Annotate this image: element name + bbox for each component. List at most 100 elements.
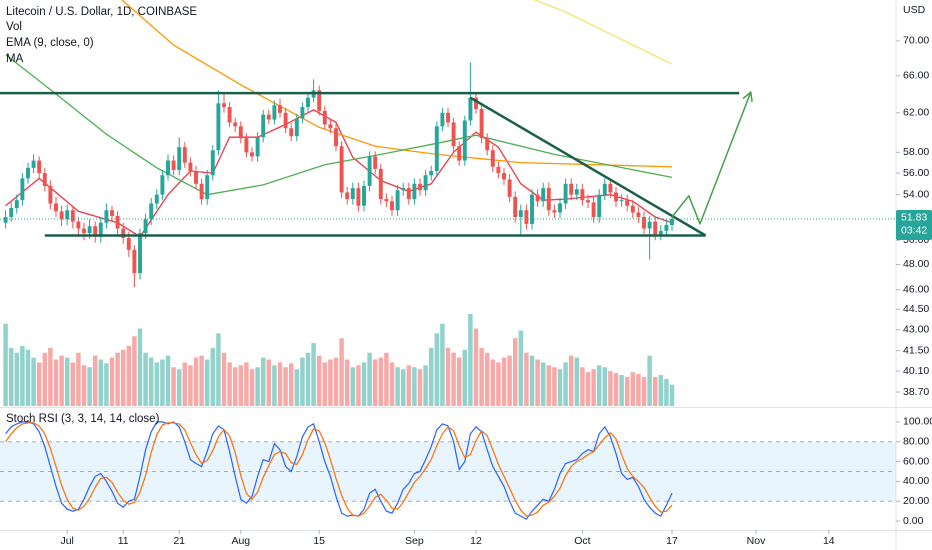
- y-tick-label: 43.00: [903, 323, 929, 335]
- volume-bar: [244, 362, 249, 406]
- candle-body: [238, 126, 243, 139]
- volume-bar: [613, 373, 619, 406]
- stoch-line: [5, 421, 673, 520]
- candle-body: [518, 210, 523, 218]
- candle-body: [272, 105, 277, 120]
- y-tick-label: 0.00: [903, 515, 924, 527]
- candle-body: [630, 205, 635, 213]
- candle-body: [14, 200, 19, 208]
- volume-bar: [20, 345, 25, 406]
- volume-bar: [641, 376, 647, 406]
- candle-body: [70, 210, 75, 222]
- candle-body: [171, 160, 176, 170]
- volume-bar: [300, 357, 305, 406]
- candle-body: [474, 97, 478, 109]
- volume-bar: [193, 357, 199, 406]
- candle-body: [65, 210, 70, 220]
- candle-body: [227, 107, 232, 123]
- trend-line: [469, 96, 707, 237]
- volume-bar: [484, 352, 490, 406]
- y-tick-label: 46.00: [903, 283, 929, 295]
- volume-bar: [456, 357, 462, 406]
- volume-bar: [132, 336, 137, 406]
- stoch-line: [5, 422, 673, 517]
- volume-bar: [283, 367, 288, 406]
- x-tick-label: 14: [823, 535, 835, 547]
- volume-bar: [423, 365, 428, 406]
- x-tick-label: Aug: [231, 535, 250, 547]
- volume-bar: [288, 363, 294, 406]
- y-tick-label: 60.00: [903, 455, 929, 467]
- volume-bar: [188, 365, 193, 406]
- volume-bar: [126, 345, 132, 406]
- volume-bar: [378, 357, 384, 406]
- volume-bar: [165, 355, 171, 406]
- candle-body: [608, 183, 613, 193]
- candle-body: [642, 217, 646, 229]
- candle-body: [166, 160, 170, 176]
- volume-bar: [395, 367, 400, 406]
- volume-bar: [143, 352, 148, 406]
- candle-body: [485, 138, 490, 151]
- candle-body: [42, 173, 47, 186]
- y-tick-label: 48.00: [903, 258, 929, 270]
- volume-bar: [92, 355, 98, 406]
- candle-body: [479, 108, 484, 139]
- candle-body: [429, 170, 434, 176]
- volume-bar: [434, 333, 440, 406]
- volume-bar: [115, 352, 120, 406]
- volume-bar: [630, 372, 636, 406]
- candle-body: [580, 189, 585, 201]
- candle-body: [31, 160, 36, 168]
- candle-body: [574, 189, 579, 195]
- x-tick-label: Oct: [574, 535, 590, 547]
- x-tick-label: Jul: [60, 535, 73, 547]
- candle-body: [205, 175, 210, 200]
- volume-bar: [238, 365, 244, 406]
- candle-body: [54, 203, 58, 212]
- volume-bar: [160, 359, 165, 406]
- candle-body: [446, 112, 450, 123]
- candle-body: [552, 210, 557, 213]
- volume-bar: [440, 323, 445, 406]
- oscillator-title: Stoch RSI (3, 3, 14, 14, close): [6, 413, 160, 425]
- candle-body: [250, 152, 254, 157]
- volume-bar: [400, 369, 406, 406]
- volume-bar: [53, 359, 59, 406]
- x-tick-label: 12: [470, 535, 482, 547]
- volume-bar: [3, 323, 8, 406]
- candle-body: [104, 210, 109, 223]
- candle-body: [98, 222, 103, 237]
- y-tick-label: 70.00: [903, 35, 929, 47]
- candle-body: [132, 249, 137, 274]
- price-pane: [0, 0, 896, 406]
- volume-bar: [328, 359, 333, 406]
- candle-body: [373, 156, 378, 169]
- candle-body: [356, 188, 361, 206]
- y-tick-label: 62.00: [903, 107, 929, 119]
- candle-body: [37, 160, 42, 174]
- candle-body: [334, 128, 338, 147]
- volume-bar: [529, 355, 535, 406]
- candle-body: [261, 114, 266, 138]
- candle-body: [524, 210, 529, 224]
- volume-bar: [36, 362, 42, 406]
- volume-bar: [98, 359, 104, 406]
- y-tick-label: 58.00: [903, 146, 929, 158]
- y-tick-label: 66.00: [903, 70, 929, 82]
- candle-body: [558, 203, 562, 213]
- y-tick-label: 54.00: [903, 188, 929, 200]
- volume-bar: [540, 362, 546, 406]
- candle-body: [26, 167, 30, 179]
- volume-bar: [546, 365, 552, 406]
- volume-bar: [333, 357, 339, 406]
- volume-bar: [524, 352, 529, 406]
- candle-body: [457, 146, 462, 161]
- candle-body: [216, 103, 221, 151]
- candle-body: [418, 183, 422, 191]
- x-tick-label: 17: [666, 535, 678, 547]
- candle-body: [546, 188, 551, 211]
- volume-bar: [344, 359, 350, 406]
- volume-bar: [417, 369, 423, 406]
- candle-body: [625, 200, 630, 206]
